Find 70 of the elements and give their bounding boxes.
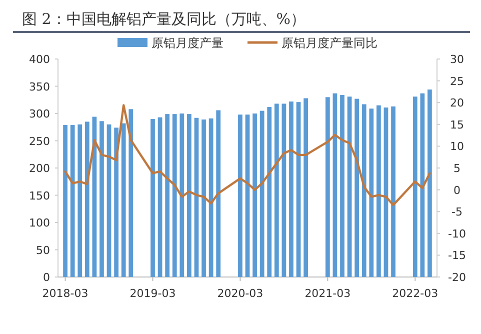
bar <box>282 104 286 277</box>
y-tick-label: 100 <box>29 216 50 230</box>
bar <box>252 114 257 277</box>
bar <box>369 108 374 277</box>
legend-label: 原铝月度产量同比 <box>282 36 378 50</box>
bar <box>202 119 206 277</box>
bar <box>78 124 82 277</box>
x-tick-label: 2019-03 <box>130 287 176 300</box>
bar <box>412 96 418 277</box>
y-tick-label: 300 <box>29 108 50 120</box>
bar <box>121 123 126 277</box>
bar <box>289 102 294 277</box>
x-tick-label: 2018-03 <box>42 287 88 300</box>
bar <box>384 108 388 277</box>
bar <box>180 114 184 277</box>
bar <box>63 124 68 277</box>
bar <box>325 97 330 277</box>
bar <box>340 94 344 277</box>
y2-tick-label: 10 <box>450 140 464 154</box>
y-tick-label: 50 <box>36 244 50 257</box>
y2-tick-label: 25 <box>450 74 464 88</box>
bar <box>238 114 242 277</box>
y-tick-label: 0 <box>43 271 50 284</box>
bar <box>194 118 199 277</box>
bar <box>332 93 338 277</box>
bar <box>84 122 90 277</box>
bar <box>114 128 118 277</box>
bar <box>362 104 366 277</box>
bar <box>208 118 214 277</box>
y2-tick-label: 0 <box>454 184 460 197</box>
bar <box>304 98 308 277</box>
y2-tick-label: -20 <box>448 271 466 284</box>
bar <box>70 124 75 277</box>
bar <box>267 106 272 277</box>
bar <box>420 93 425 277</box>
bar <box>428 90 432 277</box>
y2-tick-label: -15 <box>448 249 466 262</box>
line-series <box>64 104 431 206</box>
y-tick-label: 250 <box>29 134 50 148</box>
bar <box>150 118 155 277</box>
bar <box>274 104 279 277</box>
bar <box>354 98 360 277</box>
y2-tick-label: 5 <box>454 162 460 175</box>
y-tick-label: 200 <box>29 162 50 175</box>
bar <box>100 121 104 277</box>
y-tick-label: 150 <box>29 189 50 202</box>
x-tick-label: 2021-03 <box>304 287 351 300</box>
bar <box>391 106 396 277</box>
y2-tick-label: 20 <box>450 96 464 110</box>
x-tick-label: 2020-03 <box>217 287 264 300</box>
bar <box>245 114 250 277</box>
y2-tick-label: -5 <box>452 206 462 219</box>
y2-tick-label: 30 <box>450 53 464 66</box>
bar <box>106 124 112 277</box>
bar <box>165 114 170 277</box>
y-tick-label: 400 <box>29 53 50 66</box>
y2-tick-label: 15 <box>450 118 464 132</box>
bar <box>158 117 162 277</box>
bar <box>128 109 134 277</box>
bar <box>172 114 177 277</box>
bar <box>187 114 192 277</box>
bar <box>260 110 264 277</box>
legend-label: 原铝月度产量 <box>152 36 224 50</box>
bar <box>376 105 381 277</box>
chart-title: 图 2：中国电解铝产量及同比（万吨、%） <box>22 10 306 28</box>
x-tick-label: 2022-03 <box>392 287 438 300</box>
y2-tick-label: -10 <box>448 227 466 240</box>
y-tick-label: 350 <box>29 80 50 94</box>
bar <box>296 102 301 277</box>
bar <box>216 110 221 277</box>
